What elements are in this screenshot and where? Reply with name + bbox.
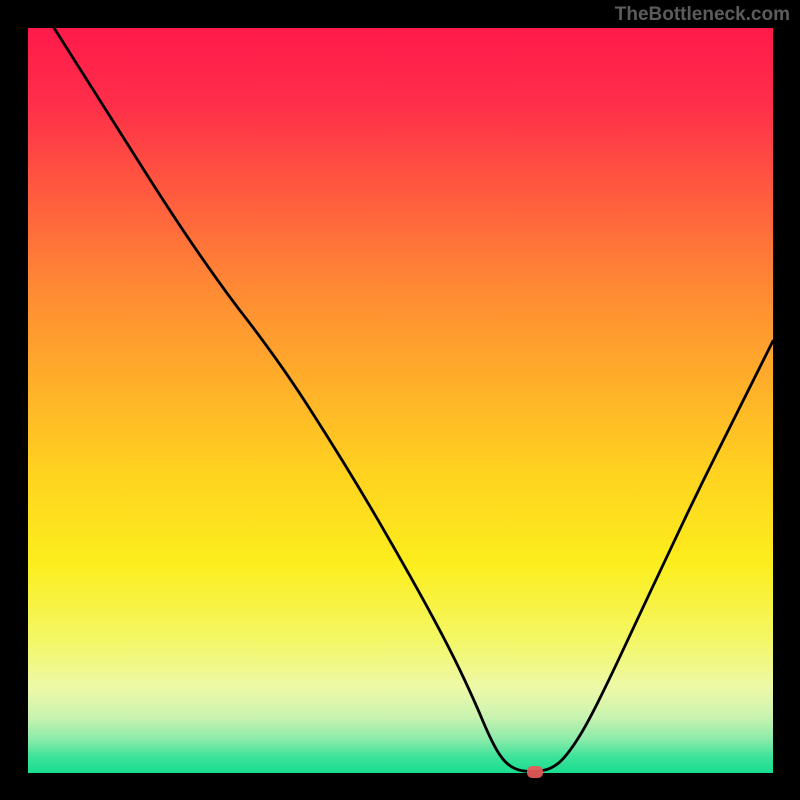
optimum-marker (527, 766, 543, 778)
watermark-text: TheBottleneck.com (615, 4, 790, 26)
plot-area (28, 28, 773, 773)
chart-stage: TheBottleneck.com (0, 0, 800, 800)
bottleneck-curve (28, 28, 773, 773)
